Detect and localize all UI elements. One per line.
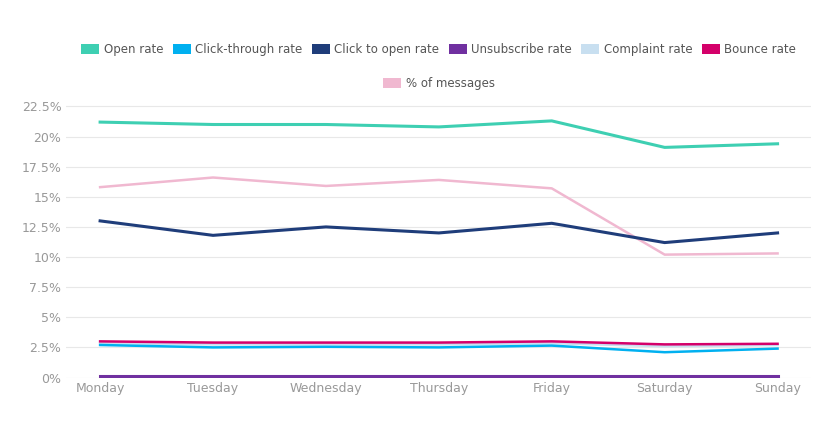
Click to open rate [546, 221, 556, 226]
Click-through rate [321, 344, 331, 349]
Unsubscribe rate [95, 373, 105, 378]
Bounce rate [772, 341, 782, 346]
% of messages [659, 252, 669, 257]
Unsubscribe rate [208, 373, 218, 378]
Complaint rate [321, 342, 331, 347]
Open rate [208, 122, 218, 127]
% of messages [772, 251, 782, 256]
Open rate [546, 118, 556, 124]
Open rate [772, 141, 782, 146]
Click to open rate [321, 224, 331, 230]
Legend: % of messages: % of messages [378, 72, 499, 94]
Complaint rate [208, 342, 218, 347]
Open rate [321, 122, 331, 127]
Line: Bounce rate: Bounce rate [100, 341, 777, 344]
Unsubscribe rate [659, 373, 669, 378]
Click to open rate [95, 218, 105, 224]
Open rate [659, 145, 669, 150]
% of messages [208, 175, 218, 180]
Bounce rate [95, 339, 105, 344]
Line: Complaint rate: Complaint rate [100, 343, 777, 346]
Click to open rate [433, 230, 443, 236]
Click-through rate [433, 345, 443, 350]
Complaint rate [546, 341, 556, 346]
Line: Open rate: Open rate [100, 121, 777, 148]
Click-through rate [772, 346, 782, 351]
Bounce rate [208, 340, 218, 345]
Click to open rate [772, 230, 782, 236]
Complaint rate [433, 342, 443, 347]
Bounce rate [433, 340, 443, 345]
Complaint rate [659, 344, 669, 349]
Line: Click to open rate: Click to open rate [100, 221, 777, 242]
Unsubscribe rate [546, 373, 556, 378]
Open rate [95, 120, 105, 125]
Click-through rate [208, 345, 218, 350]
Click-through rate [546, 343, 556, 348]
Bounce rate [546, 339, 556, 344]
% of messages [546, 186, 556, 191]
Bounce rate [321, 340, 331, 345]
Complaint rate [95, 341, 105, 346]
% of messages [321, 183, 331, 188]
Line: % of messages: % of messages [100, 178, 777, 255]
% of messages [95, 184, 105, 190]
Unsubscribe rate [772, 373, 782, 378]
Bounce rate [659, 342, 669, 347]
% of messages [433, 177, 443, 182]
Click-through rate [659, 350, 669, 355]
Open rate [433, 124, 443, 130]
Line: Click-through rate: Click-through rate [100, 345, 777, 352]
Complaint rate [772, 342, 782, 347]
Click to open rate [659, 240, 669, 245]
Click-through rate [95, 342, 105, 347]
Unsubscribe rate [433, 373, 443, 378]
Unsubscribe rate [321, 373, 331, 378]
Click to open rate [208, 233, 218, 238]
